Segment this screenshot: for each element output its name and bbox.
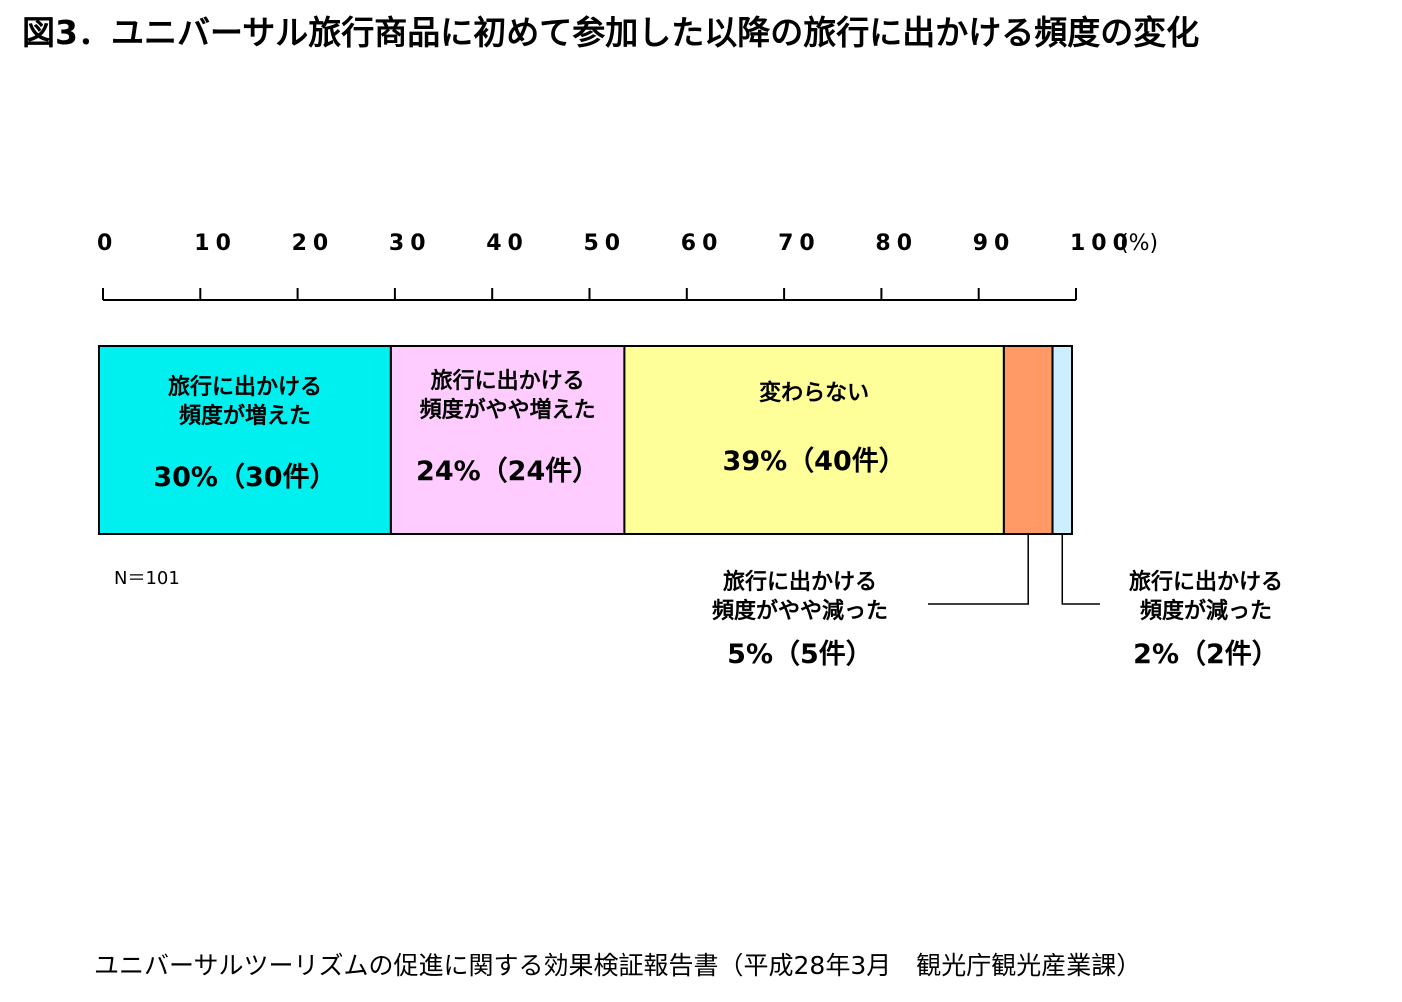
tick-label-80: 80 [875, 231, 918, 256]
segment-label-line: 変わらない [759, 380, 869, 406]
tick-label-50: 50 [584, 231, 627, 256]
tick-label-10: 10 [194, 231, 237, 256]
segment-label-line: 頻度がやや増えた [420, 397, 596, 423]
segment-labels: 旅行に出かける頻度が増えた30%（30件）旅行に出かける頻度がやや増えた24%（… [153, 368, 905, 493]
segment-value-label: 30%（30件） [153, 462, 336, 493]
bar-segments [98, 345, 1074, 535]
callout-leader-line [928, 534, 1029, 605]
bar-segment-4 [1002, 345, 1054, 535]
tick-label-60: 60 [681, 231, 724, 256]
tick-label-100: 100 [1070, 231, 1134, 256]
bar-segment-2 [389, 345, 626, 535]
bar-segment-5 [1051, 345, 1074, 535]
axis-unit-label: (%) [1120, 231, 1158, 256]
bar-segment-3 [623, 345, 1005, 535]
callout-value-label: 2%（2件） [1133, 639, 1279, 670]
tick-label-40: 40 [486, 231, 529, 256]
segment-value-label: 39%（40件） [723, 446, 906, 477]
segment-value-label: 24%（24件） [416, 456, 599, 487]
chart-title: 図3．ユニバーサル旅行商品に初めて参加した以降の旅行に出かける頻度の変化 [22, 13, 1200, 52]
sample-size-label: N＝101 [114, 568, 180, 589]
callout-value-label: 5%（5件） [727, 639, 873, 670]
callout-label-line: 頻度がやや減った [712, 598, 888, 624]
segment-label-line: 旅行に出かける [168, 374, 322, 400]
x-axis: 0 10 20 30 40 50 60 70 80 90 100(%) [97, 231, 1158, 301]
tick-label-30: 30 [389, 231, 432, 256]
callout-label-line: 旅行に出かける [1129, 569, 1283, 595]
tick-label-90: 90 [973, 231, 1016, 256]
tick-label-70: 70 [778, 231, 821, 256]
bar-segment-1 [98, 345, 392, 535]
tick-label-0: 0 [97, 231, 118, 256]
tick-label-20: 20 [292, 231, 335, 256]
segment-label-line: 頻度が増えた [179, 403, 311, 429]
segment-label-line: 旅行に出かける [431, 368, 585, 394]
source-caption: ユニバーサルツーリズムの促進に関する効果検証報告書（平成28年3月 観光庁観光産… [94, 951, 1142, 980]
callout-leader-line [1061, 534, 1100, 605]
callout-label-line: 頻度が減った [1140, 598, 1272, 624]
callout-label-line: 旅行に出かける [723, 569, 877, 595]
